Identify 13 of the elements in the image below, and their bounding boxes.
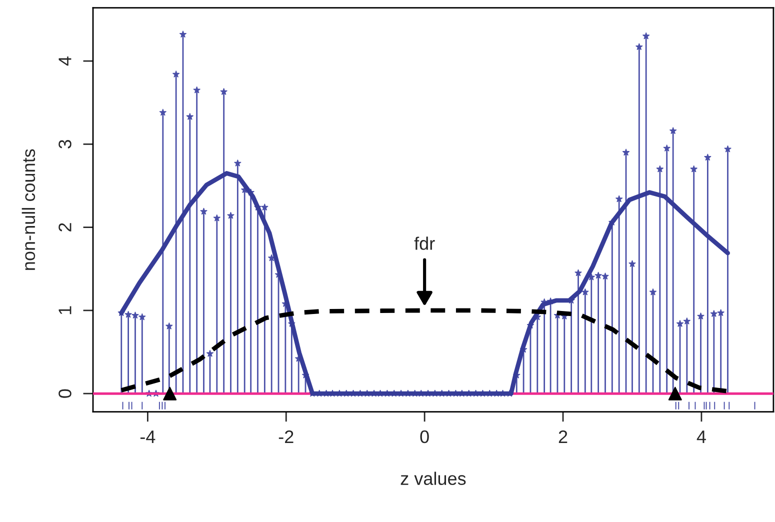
- y-tick-label: 3: [58, 140, 72, 148]
- x-tick-label: 0: [420, 430, 429, 444]
- y-tick-label: 4: [58, 56, 72, 66]
- x-tick-label: 2: [558, 430, 568, 443]
- x-tick-label: -4: [140, 430, 156, 443]
- annotation: fdr: [414, 236, 435, 250]
- y-tick-label: 1: [58, 306, 72, 314]
- y-axis-title: non-null counts: [22, 149, 36, 270]
- y-tick-label: 0: [58, 389, 72, 398]
- x-tick-label: 4: [696, 430, 706, 443]
- x-tick-label: -2: [278, 430, 294, 443]
- x-axis-title: z values: [400, 472, 466, 486]
- y-tick-label: 2: [58, 223, 72, 232]
